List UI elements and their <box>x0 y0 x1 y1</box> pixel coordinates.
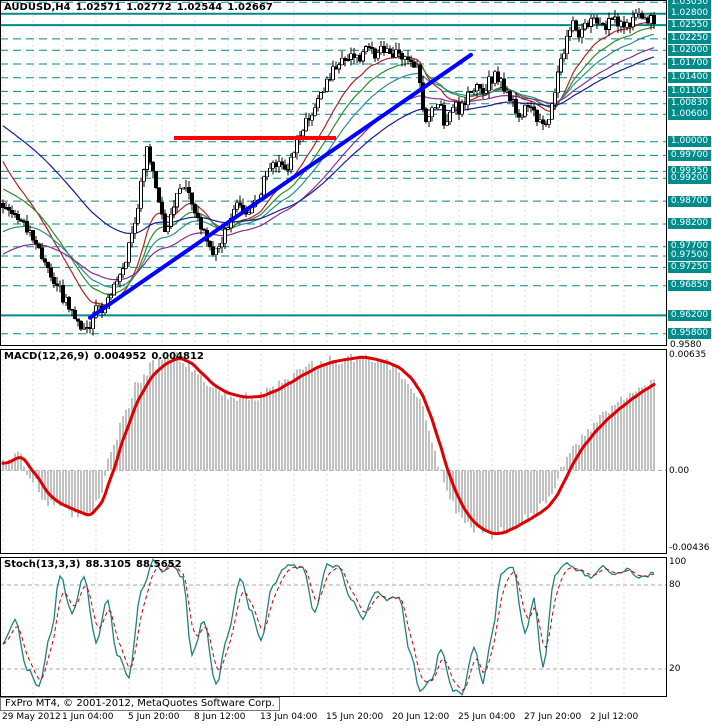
time-axis-label: 1 Jun 04:00 <box>62 712 114 722</box>
time-axis-label: 13 Jun 04:00 <box>260 712 318 722</box>
price-level-label: 1.00600 <box>668 108 711 120</box>
macd-scale-label: -0.00436 <box>669 543 710 553</box>
macd-canvas[interactable] <box>0 349 667 554</box>
price-scale[interactable]: 1.03050 1.02800 1.02550 1.02250 1.02000 1.017… <box>667 0 712 697</box>
macd-name: MACD(12,26,9) <box>4 351 89 362</box>
price-level-label: 0.96200 <box>668 309 711 321</box>
macd-main-value: 0.004952 <box>93 351 147 362</box>
time-axis-label: 27 Jun 20:00 <box>524 712 582 722</box>
stochastic-signal-line <box>2 565 655 691</box>
price-level-label: 0.95800 <box>668 328 711 340</box>
time-axis-label: 8 Jun 12:00 <box>194 712 246 722</box>
ma-navy <box>2 56 655 234</box>
price-level-label: 0.97700 <box>668 241 711 253</box>
stochastic-indicator-pane[interactable]: Stoch(13,3,3) 88.3105 88.5652 <box>0 557 667 697</box>
price-level-label: 1.00000 <box>668 136 711 148</box>
ohlc-close: 1.02667 <box>227 2 273 13</box>
price-chart-pane[interactable]: AUDUSD,H4 1.02571 1.02772 1.02544 1.02667 <box>0 0 667 346</box>
price-level-label: 1.00830 <box>668 98 711 110</box>
price-level-label: 0.99200 <box>668 172 711 184</box>
price-level-label: 1.02000 <box>668 44 711 56</box>
time-axis-label: 5 Jun 20:00 <box>128 712 180 722</box>
ascending-trendline <box>88 52 473 320</box>
price-level-label: 0.97500 <box>668 250 711 262</box>
price-level-label: 0.96850 <box>668 280 711 292</box>
price-level-label: 1.03050 <box>668 0 711 8</box>
stochastic-main-line <box>2 558 655 696</box>
ohlc-low: 1.02544 <box>176 2 223 13</box>
price-level-label: 1.01400 <box>668 72 711 84</box>
stoch-scale-label: 100 <box>669 557 687 567</box>
price-level-label: 0.99350 <box>668 165 711 177</box>
macd-signal-value: 0.004812 <box>151 351 204 362</box>
stoch-scale-label: 20 <box>669 664 681 674</box>
macd-indicator-pane[interactable]: MACD(12,26,9) 0.004952 0.004812 <box>0 349 667 554</box>
price-chart-canvas[interactable] <box>0 0 667 346</box>
copyright-notice: FxPro MT4, © 2001-2012, MetaQuotes Softw… <box>0 697 280 711</box>
time-axis-label: 25 Jun 04:00 <box>458 712 516 722</box>
ma-green <box>2 26 655 295</box>
time-axis-label: 20 Jun 12:00 <box>392 712 450 722</box>
price-level-label: 1.01700 <box>668 58 711 70</box>
price-level-label: 0.98700 <box>668 195 711 207</box>
stoch-scale-label: 80 <box>669 580 681 590</box>
ma-magenta <box>2 47 655 281</box>
symbol-timeframe: AUDUSD,H4 <box>4 2 71 13</box>
time-axis-label: 29 May 2012 <box>2 712 61 722</box>
stochastic-canvas[interactable] <box>0 557 667 697</box>
time-axis-label: 2 Jul 12:00 <box>590 712 639 722</box>
stoch-signal-value: 88.5652 <box>136 559 182 570</box>
price-level-label: 1.02800 <box>668 8 711 20</box>
macd-scale-label: 0.00635 <box>669 350 707 361</box>
macd-histogram <box>2 351 655 539</box>
stoch-main-value: 88.3105 <box>85 559 132 570</box>
price-level-label: 1.01100 <box>668 85 711 97</box>
price-level-label: 1.02550 <box>668 19 711 31</box>
macd-scale-label: 0.00 <box>669 465 690 476</box>
time-axis-label: 15 Jun 20:00 <box>326 712 384 722</box>
price-level-label: 1.02250 <box>668 33 711 45</box>
time-axis[interactable]: 29 May 2012 1 Jun 04:00 5 Jun 20:00 8 Jun 1… <box>0 711 712 725</box>
macd-signal-line <box>1 355 656 536</box>
ohlc-high: 1.02772 <box>126 2 172 13</box>
stochastic-title: Stoch(13,3,3) 88.3105 88.5652 <box>4 559 187 570</box>
chart-title: AUDUSD,H4 1.02571 1.02772 1.02544 1.02667 <box>4 2 278 13</box>
price-level-label: 0.97250 <box>668 261 711 273</box>
macd-title: MACD(12,26,9) 0.004952 0.004812 <box>4 351 209 362</box>
stoch-name: Stoch(13,3,3) <box>4 559 81 570</box>
price-axis-min-label: 0.9580 <box>670 339 702 350</box>
ohlc-open: 1.02571 <box>75 2 122 13</box>
price-level-label: 0.99700 <box>668 149 711 161</box>
price-level-label: 0.98200 <box>668 218 711 230</box>
